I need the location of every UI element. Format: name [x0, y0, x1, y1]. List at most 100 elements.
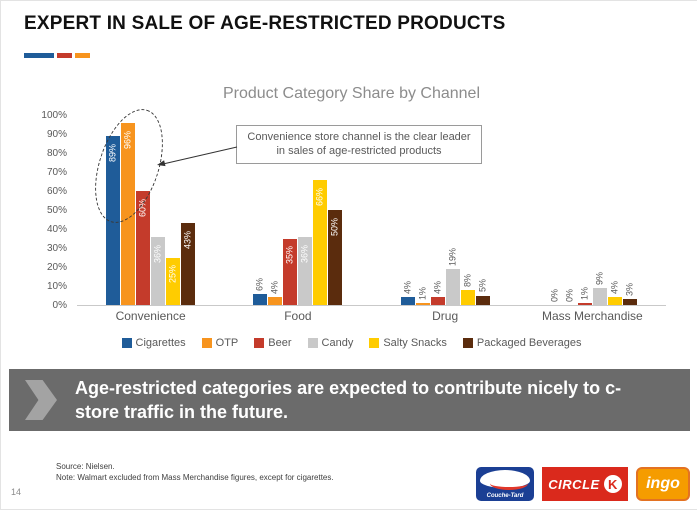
bar-value-label: 0%	[549, 288, 560, 302]
bar-cigarettes: 0%	[548, 115, 562, 305]
annotation-arrow-icon	[157, 146, 238, 167]
bar-salty-snacks: 25%	[166, 115, 181, 305]
bar-rect	[475, 295, 490, 305]
bar-rect	[181, 223, 196, 305]
bar-cigarettes: 4%	[400, 115, 415, 305]
bar-value-label: 4%	[432, 281, 443, 295]
couche-tard-logo: Couche-Tard	[476, 467, 534, 501]
legend-item-beer: Beer	[254, 337, 292, 349]
bar-group-mass-merchandise: 0% 0% 1% 9% 4% 3%	[548, 115, 637, 305]
bar-rect	[313, 179, 328, 305]
bar-rect	[577, 303, 592, 305]
bar-rect	[430, 297, 445, 305]
chevron-right-icon	[25, 380, 57, 420]
chart-title: Product Category Share by Channel	[222, 85, 481, 102]
bar-rect	[253, 293, 268, 305]
legend-swatch-icon	[201, 338, 212, 348]
bar-value-label: 66%	[314, 187, 325, 206]
y-tick-label: 40%	[46, 224, 67, 235]
bar-rect	[445, 268, 460, 305]
bar-value-label: 5%	[477, 279, 488, 293]
title-accent-red	[57, 53, 72, 58]
legend-label: Beer	[268, 337, 292, 349]
bar-value-label: 1%	[579, 287, 590, 301]
logo-row: Couche-Tard CIRCLE K ingo	[476, 467, 690, 501]
circle-k-letter-icon: K	[603, 475, 622, 493]
bar-value-label: 43%	[182, 231, 193, 250]
bar-rect	[592, 287, 607, 305]
bar-beer: 60%	[136, 115, 151, 305]
x-category-label: Mass Merchandise	[542, 309, 643, 323]
chart-legend: Cigarettes OTP Beer Candy Salty Snacks Packag…	[29, 337, 674, 349]
ingo-logo: ingo	[636, 467, 690, 501]
bar-value-label: 35%	[284, 246, 295, 265]
legend-item-salty-snacks: Salty Snacks	[369, 337, 447, 349]
title-accent-blue	[24, 53, 54, 58]
bar-value-label: 19%	[447, 247, 458, 266]
legend-label: OTP	[215, 337, 239, 349]
note-line: Note: Walmart excluded from Mass Merchan…	[56, 473, 334, 483]
bar-rect	[328, 210, 343, 305]
y-tick-label: 60%	[46, 186, 67, 197]
title-accent-orange	[75, 53, 90, 58]
bar-otp: 1%	[415, 115, 430, 305]
bar-value-label: 36%	[299, 244, 310, 263]
legend-label: Packaged Beverages	[476, 337, 582, 349]
bar-otp: 96%	[121, 115, 136, 305]
circle-k-wordmark: CIRCLE	[548, 476, 600, 492]
legend-swatch-icon	[121, 338, 132, 348]
bar-packaged-beverages: 5%	[475, 115, 490, 305]
bar-candy: 36%	[298, 115, 313, 305]
legend-swatch-icon	[307, 338, 318, 348]
annotation-callout: Convenience store channel is the clear l…	[236, 125, 482, 164]
y-tick-label: 10%	[46, 281, 67, 292]
bar-rect	[136, 191, 151, 305]
y-tick-label: 80%	[46, 148, 67, 159]
y-tick-label: 30%	[46, 243, 67, 254]
bar-group-drug: 4% 1% 4% 19% 8% 5%	[400, 115, 490, 305]
y-tick-label: 50%	[46, 205, 67, 216]
x-axis-categories: Convenience Food Drug Mass Merchandise	[77, 309, 666, 323]
bar-rect	[268, 297, 283, 305]
legend-label: Salty Snacks	[383, 337, 447, 349]
bar-value-label: 8%	[462, 273, 473, 287]
bar-salty-snacks: 8%	[460, 115, 475, 305]
legend-label: Cigarettes	[135, 337, 186, 349]
plot-area: 89% 96% 60% 36% 25% 43% 6% 4% 35% 36% 66% 50% 4% 1% 4%…	[77, 115, 666, 306]
legend-swatch-icon	[254, 338, 265, 348]
bar-otp: 4%	[268, 115, 283, 305]
bar-value-label: 36%	[152, 244, 163, 263]
bar-beer: 35%	[283, 115, 298, 305]
bar-rect	[607, 297, 622, 305]
bar-rect	[166, 257, 181, 305]
bar-rect	[622, 299, 637, 305]
bar-salty-snacks: 4%	[607, 115, 622, 305]
bar-value-label: 50%	[329, 217, 340, 236]
source-note: Source: Nielsen. Note: Walmart excluded …	[56, 461, 334, 483]
bar-packaged-beverages: 50%	[328, 115, 343, 305]
y-tick-label: 20%	[46, 262, 67, 273]
bar-candy: 36%	[151, 115, 166, 305]
bar-cigarettes: 89%	[106, 115, 121, 305]
bar-group-convenience: 89% 96% 60% 36% 25% 43%	[106, 115, 196, 305]
x-category-label: Drug	[432, 309, 459, 323]
bar-rect	[298, 236, 313, 305]
couche-tard-wordmark: Couche-Tard	[486, 493, 524, 499]
y-tick-label: 0%	[52, 300, 67, 311]
legend-item-otp: OTP	[201, 337, 239, 349]
bar-rect	[283, 238, 298, 305]
legend-label: Candy	[321, 337, 354, 349]
bar-cigarettes: 6%	[253, 115, 268, 305]
bar-rect	[121, 122, 136, 305]
bar-rect	[415, 303, 430, 305]
circle-k-logo: CIRCLE K	[542, 467, 628, 501]
bar-chart: Product Category Share by Channel 0% 10% 2…	[29, 85, 674, 365]
bar-candy: 9%	[592, 115, 607, 305]
legend-item-cigarettes: Cigarettes	[121, 337, 186, 349]
bar-candy: 19%	[445, 115, 460, 305]
x-category-label: Food	[284, 309, 312, 323]
bar-packaged-beverages: 3%	[622, 115, 637, 305]
legend-item-packaged-beverages: Packaged Beverages	[462, 337, 582, 349]
bar-value-label: 1%	[417, 287, 428, 301]
